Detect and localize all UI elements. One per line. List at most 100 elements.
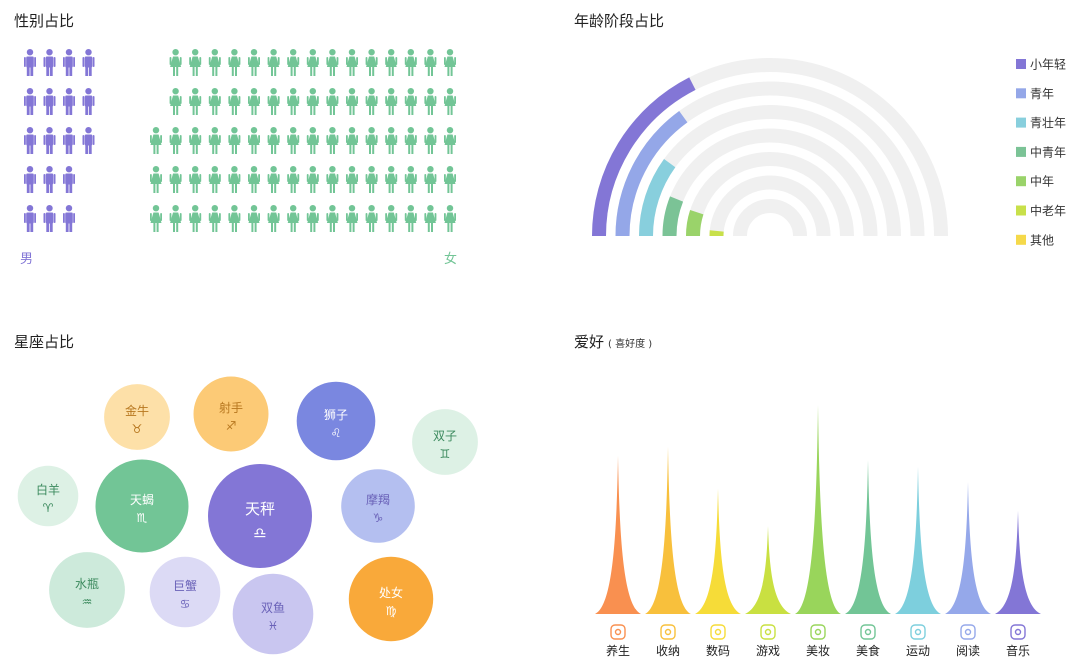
gender-label-male: 男 [20,252,33,267]
female-person-icon [346,205,358,232]
zodiac-bubble-狮子: 狮子 ♌ [296,381,376,461]
zodiac-name: 巨蟹 [173,578,197,593]
zodiac-name: 天秤 [245,500,275,518]
hobby-label: 美食 [856,643,880,658]
female-person-icon [150,205,162,232]
female-person-icon [404,88,417,115]
male-person-icon [24,127,36,154]
legend-swatch [1016,146,1026,157]
male-person-icon [43,49,56,76]
female-person-icon [365,205,378,232]
male-person-icon [63,166,75,193]
male-person-icon [24,49,36,76]
hobby-label: 养生 [606,643,630,658]
fitness-icon [910,624,926,640]
male-person-icon [63,127,75,154]
zodiac-circle [95,459,189,553]
hobby-spike-美妆 [795,405,841,614]
zodiac-circle [208,464,312,568]
female-person-icon [228,127,241,154]
headphones-icon [1010,624,1026,640]
legend-swatch [1016,205,1026,216]
zodiac-bubble-双鱼: 双鱼 ♓ [232,573,314,655]
legend-label: 青壮年 [1030,116,1066,130]
zodiac-panel-title: 星座占比 [14,333,75,351]
zodiac-name: 狮子 [324,408,348,422]
female-person-icon [385,88,398,115]
female-person-icon [424,49,437,76]
female-person-icon [306,127,319,154]
zodiac-bubble-摩羯: 摩羯 ♑ [341,469,415,543]
female-person-icon [267,88,280,115]
leaf-icon [610,624,626,640]
female-person-icon [169,127,182,154]
female-person-icon [169,166,182,193]
gender-label-female: 女 [444,251,457,267]
female-person-icon [248,49,260,76]
female-person-icon [385,49,398,76]
hobby-spike-养生 [595,455,641,614]
age-bar-小年轻 [592,77,696,237]
legend-label: 中老年 [1030,203,1066,218]
age-panel-title: 年龄阶段占比 [574,12,665,30]
zodiac-circle [348,556,434,642]
female-person-icon [306,88,319,115]
female-person-icon [189,205,202,232]
male-person-icon [82,127,95,154]
zodiac-bubble-双子: 双子 ♊ [412,409,478,475]
female-person-icon [169,205,182,232]
female-person-icon [385,205,398,232]
female-person-icon [189,49,202,76]
hobby-panel-title: 爱好( 喜好度 ) [574,331,652,352]
zodiac-bubble-处女: 处女 ♍ [348,556,434,642]
female-person-icon [424,88,437,115]
female-person-icon [228,166,241,193]
zodiac-symbol-icon: ♈ [43,501,54,515]
hobby-spike-数码 [695,488,741,614]
male-person-icon [43,127,56,154]
gender-pictograph: 男女 [20,49,457,267]
zodiac-symbol-icon: ♒ [82,595,93,609]
hobby-spike-游戏 [745,526,791,614]
zodiac-circle [149,556,221,628]
female-person-icon [169,49,182,76]
female-person-icon [208,205,221,232]
zodiac-symbol-icon: ♏ [137,511,148,525]
male-person-icon [82,88,95,115]
zodiac-circle [341,469,415,543]
female-person-icon [346,88,358,115]
female-person-icon [424,205,437,232]
female-person-icon [365,166,378,193]
lipstick-icon [810,624,826,640]
female-person-icon [326,127,339,154]
female-person-icon [404,49,417,76]
hobby-spike-阅读 [945,482,991,614]
female-person-icon [189,127,202,154]
female-person-icon [444,49,456,76]
hobby-label: 阅读 [956,644,980,658]
hobby-label: 游戏 [756,644,780,658]
female-person-icon [346,127,358,154]
female-person-icon [306,166,319,193]
legend-label: 其他 [1030,233,1054,247]
zodiac-symbol-icon: ♑ [373,511,384,525]
female-person-icon [385,127,398,154]
female-person-icon [228,49,241,76]
gamepad-icon [760,624,776,640]
zodiac-bubble-白羊: 白羊 ♈ [17,465,79,527]
male-person-icon [43,166,56,193]
female-person-icon [248,127,260,154]
male-person-icon [43,88,56,115]
zodiac-name: 处女 [379,585,403,600]
female-person-icon [444,88,456,115]
age-track [733,199,807,237]
female-person-icon [267,205,280,232]
zodiac-symbol-icon: ♍ [386,604,397,618]
female-person-icon [267,166,280,193]
female-person-icon [267,49,280,76]
female-person-icon [326,205,339,232]
female-person-icon [444,205,456,232]
female-person-icon [326,166,339,193]
zodiac-symbol-icon: ♐ [226,419,237,433]
zodiac-circle [412,409,478,475]
